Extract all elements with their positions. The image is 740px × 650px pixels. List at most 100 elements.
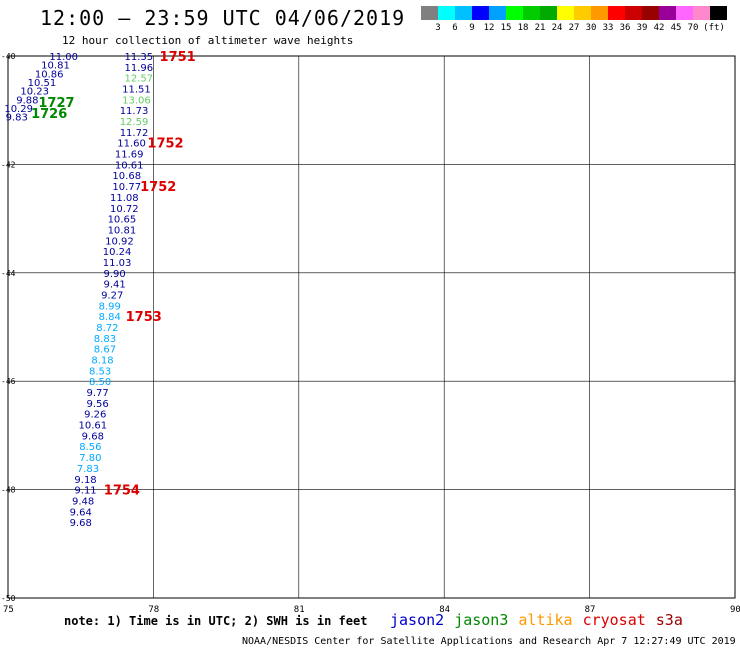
map-title: 12:00 – 23:59 UTC 04/06/2019 <box>40 6 406 30</box>
wave-height-value: 10.68 <box>112 171 141 182</box>
wave-height-value: 9.41 <box>103 280 125 291</box>
lon-label: 90 <box>730 605 740 615</box>
pass-time-label: 1753 <box>126 310 162 325</box>
satellite-cryosat: cryosat <box>582 611 646 629</box>
legend-swatch <box>693 6 710 20</box>
satellite-s3a: s3a <box>655 611 683 629</box>
wave-height-value: 9.11 <box>74 486 96 497</box>
wave-height-value: 8.99 <box>99 301 121 312</box>
legend-label: 39 <box>636 23 648 33</box>
legend-swatch <box>676 6 693 20</box>
legend-swatch <box>540 6 557 20</box>
wave-height-value: 9.64 <box>70 507 92 518</box>
wave-height-value: 11.08 <box>110 193 139 204</box>
legend-swatch <box>625 6 642 20</box>
wave-height-value: 8.67 <box>94 345 116 356</box>
lat-label: -40 <box>1 52 16 61</box>
wave-height-value: 10.92 <box>105 236 134 247</box>
satellite-legend: jason2 jason3 altika cryosat s3a <box>390 611 683 629</box>
legend-label: 36 <box>619 23 631 33</box>
legend-swatch <box>421 6 438 20</box>
lat-label: -44 <box>1 269 16 278</box>
legend-swatch <box>659 6 676 20</box>
wave-height-value: 9.18 <box>74 475 96 486</box>
legend-label: 42 <box>653 23 665 33</box>
wave-height-value: 11.35 <box>125 52 154 63</box>
wave-height-value: 9.68 <box>70 518 92 529</box>
wave-height-value: 9.83 <box>6 113 28 124</box>
pass-time-label: 1752 <box>147 137 183 152</box>
wave-height-value: 10.65 <box>108 215 137 226</box>
legend-labels: 3 6 9 12 15 18 21 24 27 30 33 36 39 42 45 70 (ft) <box>0 23 740 35</box>
legend-label: 45 <box>670 23 682 33</box>
pass-time-label: 1754 <box>104 484 140 499</box>
legend-swatch <box>489 6 506 20</box>
legend-label: 3 <box>435 23 441 33</box>
wave-height-value: 11.69 <box>115 150 144 161</box>
wave-height-value: 10.61 <box>115 160 144 171</box>
legend-swatch <box>710 6 727 20</box>
legend-label: 6 <box>452 23 458 33</box>
pass-time-label: 1726 <box>31 107 67 122</box>
legend-label: 27 <box>568 23 580 33</box>
pass-time-label: 1727 <box>38 96 74 111</box>
satellite-jason3: jason3 <box>454 611 509 629</box>
legend-label: 15 <box>500 23 512 33</box>
wave-height-value: 10.77 <box>112 182 141 193</box>
wave-height-value: 9.88 <box>16 95 38 106</box>
legend-label: 21 <box>534 23 546 33</box>
legend-swatch <box>455 6 472 20</box>
wave-height-value: 8.83 <box>94 334 116 345</box>
lon-label: 81 <box>294 605 305 615</box>
wave-height-value: 10.29 <box>4 104 33 115</box>
legend-swatch <box>523 6 540 20</box>
pass-time-label: 1751 <box>160 50 196 65</box>
wave-height-value: 9.27 <box>101 290 123 301</box>
wave-height-value: 10.86 <box>35 69 64 80</box>
legend-swatch <box>438 6 455 20</box>
credit-line: NOAA/NESDIS Center for Satellite Applica… <box>242 636 736 647</box>
wave-height-value: 11.72 <box>120 128 149 139</box>
wave-height-value: 13.06 <box>122 95 151 106</box>
legend-swatch <box>608 6 625 20</box>
wave-height-value: 9.26 <box>84 410 106 421</box>
wave-height-value: 11.60 <box>117 139 146 150</box>
wave-height-value: 7.80 <box>79 453 101 464</box>
legend-label: 12 <box>483 23 495 33</box>
wave-height-value: 9.68 <box>82 431 104 442</box>
wave-height-value: 8.18 <box>91 356 113 367</box>
lon-label: 78 <box>148 605 159 615</box>
footer-note: note: 1) Time is in UTC; 2) SWH is in fe… <box>64 614 368 628</box>
wave-height-value: 10.81 <box>41 61 70 72</box>
wave-height-value: 8.53 <box>89 366 111 377</box>
legend-label: 30 <box>585 23 597 33</box>
map-subtitle: 12 hour collection of altimeter wave hei… <box>62 34 354 47</box>
legend-swatch <box>642 6 659 20</box>
wave-height-value: 11.73 <box>120 106 149 117</box>
wave-height-value: 12.57 <box>125 74 154 85</box>
wave-height-value: 8.56 <box>79 442 101 453</box>
wave-height-value: 10.81 <box>108 225 137 236</box>
wave-height-value: 11.00 <box>49 52 78 63</box>
wave-height-value: 7.83 <box>77 464 99 475</box>
legend-label: 33 <box>602 23 614 33</box>
lon-label: 75 <box>3 605 14 615</box>
wave-height-value: 10.72 <box>110 204 139 215</box>
wave-height-value: 9.56 <box>87 399 109 410</box>
wave-height-value: 8.50 <box>89 377 111 388</box>
legend-swatch <box>574 6 591 20</box>
legend-swatch <box>591 6 608 20</box>
legend-label: 9 <box>469 23 475 33</box>
wave-height-value: 8.84 <box>99 312 121 323</box>
color-legend <box>421 6 727 20</box>
wave-height-value: 9.48 <box>72 496 94 507</box>
legend-swatch <box>472 6 489 20</box>
legend-label: 18 <box>517 23 529 33</box>
wave-height-value: 11.96 <box>125 63 154 74</box>
legend-label: (ft) <box>703 23 725 33</box>
wave-height-value: 11.03 <box>103 258 132 269</box>
wave-height-value: 9.90 <box>103 269 125 280</box>
wave-height-value: 10.61 <box>78 421 107 432</box>
wave-height-value: 9.77 <box>87 388 109 399</box>
